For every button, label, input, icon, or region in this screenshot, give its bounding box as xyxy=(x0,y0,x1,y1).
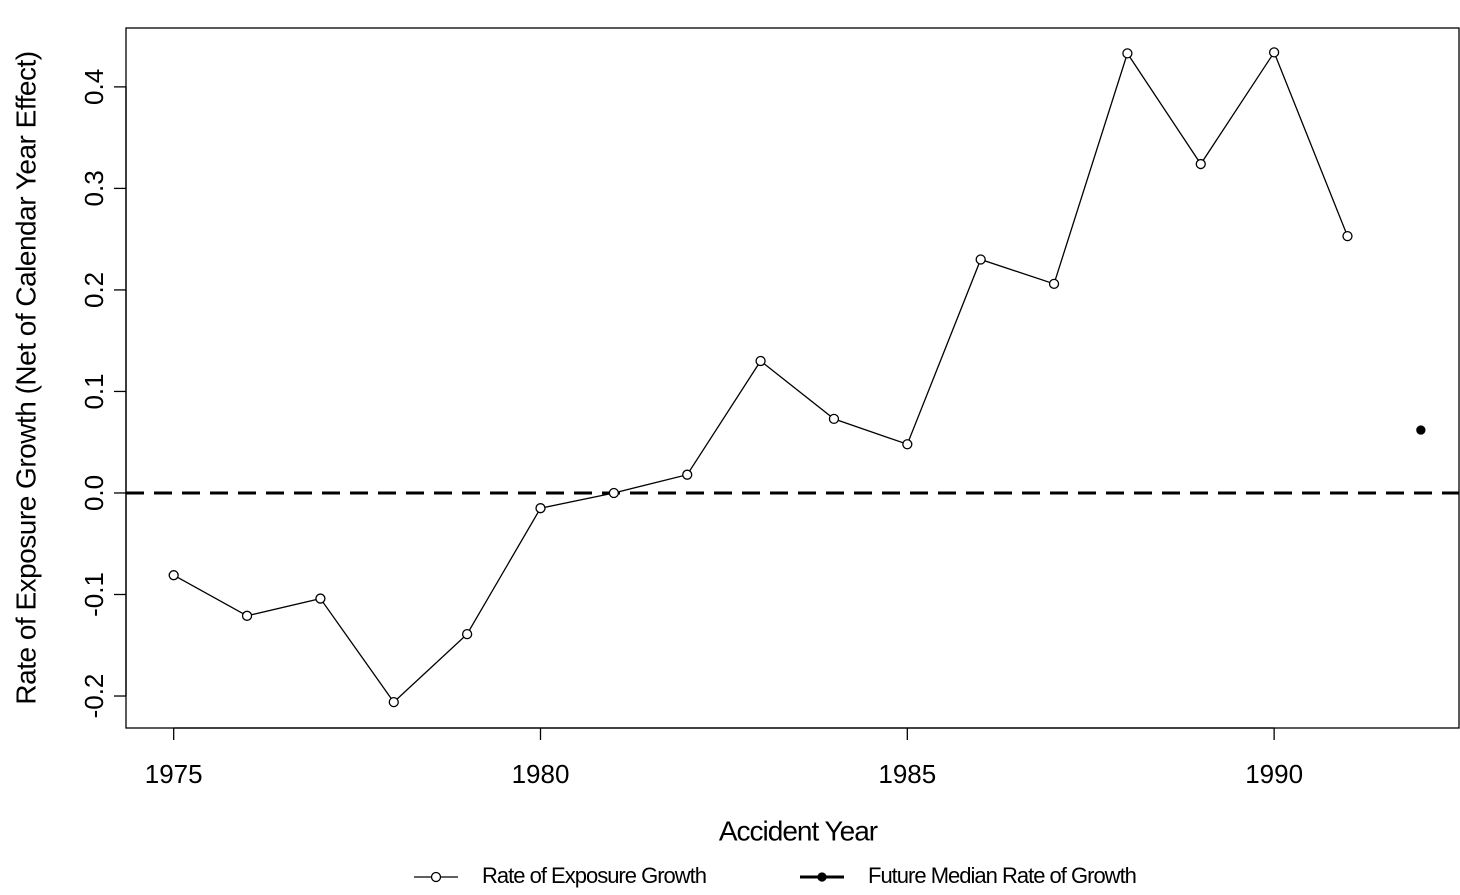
data-point xyxy=(1195,158,1206,170)
data-point xyxy=(1268,47,1280,58)
y-tick-label: -0.1 xyxy=(79,572,109,617)
data-point xyxy=(828,413,840,425)
data-point xyxy=(755,355,766,367)
plot-frame xyxy=(125,27,1460,729)
data-point xyxy=(315,593,326,604)
data-point xyxy=(975,254,986,265)
y-tick-label: 0.4 xyxy=(79,69,109,105)
data-point xyxy=(1048,278,1060,289)
data-point xyxy=(682,469,693,480)
data-point xyxy=(241,610,253,621)
x-tick-label: 1980 xyxy=(512,759,570,789)
legend-marker xyxy=(817,872,827,882)
y-tick-label: 0.3 xyxy=(79,170,109,206)
data-point xyxy=(1122,48,1133,59)
legend-label: Rate of Exposure Growth xyxy=(482,863,706,888)
series-line xyxy=(173,50,1349,704)
data-point xyxy=(535,503,546,514)
x-tick-label: 1975 xyxy=(145,759,203,789)
data-point xyxy=(608,487,620,499)
data-point xyxy=(168,570,179,581)
data-point xyxy=(1342,230,1353,242)
data-point xyxy=(388,696,399,708)
x-axis-label: Accident Year xyxy=(719,815,878,846)
x-tick-label: 1985 xyxy=(878,759,936,789)
data-point xyxy=(902,439,913,450)
y-tick-label: 0.0 xyxy=(79,475,109,511)
data-point xyxy=(461,628,473,640)
y-tick-label: -0.2 xyxy=(79,674,109,719)
legend-marker xyxy=(430,871,442,883)
y-tick-label: 0.1 xyxy=(79,373,109,409)
y-axis-label: Rate of Exposure Growth (Net of Calendar… xyxy=(10,51,41,704)
legend-label: Future Median Rate of Growth xyxy=(868,863,1136,888)
x-tick-label: 1990 xyxy=(1245,759,1303,789)
y-tick-label: 0.2 xyxy=(79,272,109,308)
data-point xyxy=(1416,425,1426,435)
